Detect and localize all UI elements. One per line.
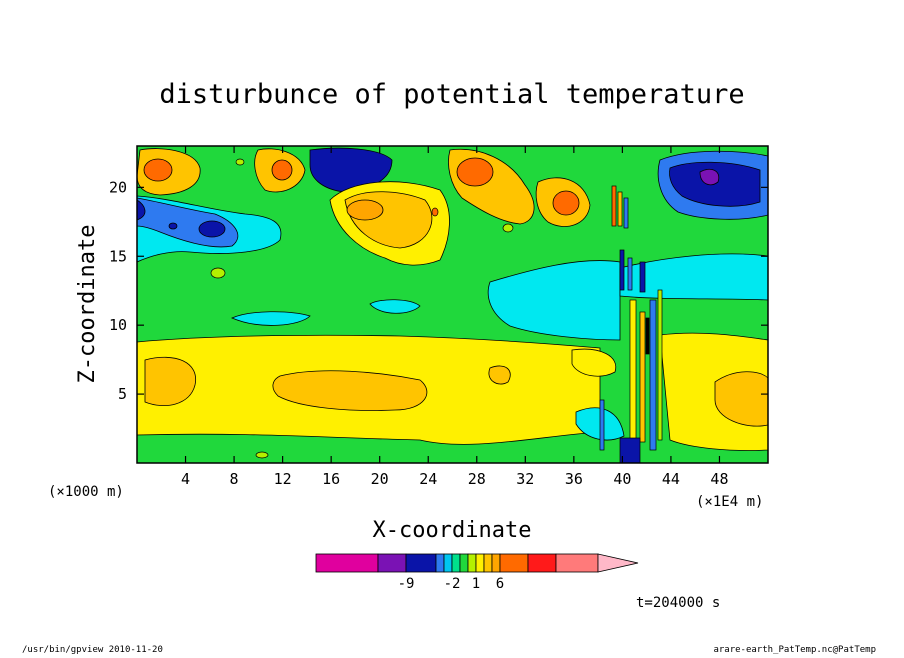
x-tick-label: 48 — [710, 470, 728, 488]
footer-right: arare-earth_PatTemp.nc@PatTemp — [713, 645, 876, 654]
x-tick-label: 28 — [468, 470, 486, 488]
x-tick-label: 40 — [613, 470, 631, 488]
upper-warm-region — [137, 147, 591, 266]
colorbar-segment — [377, 553, 407, 573]
colorbar-segment — [459, 553, 469, 573]
x-tick-label: 20 — [371, 470, 389, 488]
plot-frame — [136, 145, 769, 464]
colorbar-segment — [405, 553, 437, 573]
colorbar-segment — [315, 553, 379, 573]
colorbar-segment — [467, 553, 477, 573]
y-tick-label: 10 — [109, 316, 127, 334]
colorbar-segment — [499, 553, 529, 573]
x-tick-label: 8 — [230, 470, 239, 488]
x-tick-label: 24 — [419, 470, 437, 488]
colorbar-tick-label: 1 — [472, 576, 480, 592]
colorbar: -9 -2 1 6 — [315, 553, 639, 592]
colorbar-extend-arrow — [597, 553, 639, 573]
turbulent-column — [599, 185, 663, 463]
colorbar-segment — [555, 553, 599, 573]
y-axis-ticks: 5 10 15 20 — [109, 178, 768, 403]
x-tick-label: 32 — [516, 470, 534, 488]
colorbar-tick-label: -2 — [444, 576, 461, 592]
x-tick-label: 44 — [662, 470, 680, 488]
y-axis-label: Z-coordinate — [75, 225, 100, 384]
chart-title: disturbunce of potential temperature — [159, 79, 744, 110]
colorbar-segment — [483, 553, 493, 573]
colorbar-tick-label: -9 — [398, 576, 415, 592]
x-tick-label: 12 — [274, 470, 292, 488]
colorbar-segment — [475, 553, 485, 573]
upper-right-cool-region — [657, 150, 768, 220]
x-unit-right: (×1E4 m) — [696, 494, 763, 510]
time-label: t=204000 s — [636, 595, 720, 611]
lower-warm-band — [137, 332, 768, 451]
footer-left: /usr/bin/gpview 2010-11-20 — [22, 645, 163, 654]
x-tick-label: 4 — [181, 470, 190, 488]
colorbar-segment — [443, 553, 453, 573]
colorbar-segment — [491, 553, 501, 573]
y-tick-label: 20 — [109, 178, 127, 196]
x-axis-ticks: 4 8 12 16 20 24 28 32 36 40 44 48 — [181, 146, 728, 488]
colorbar-segment — [451, 553, 461, 573]
colorbar-tick-label: 6 — [496, 576, 504, 592]
colorbar-segment — [435, 553, 445, 573]
x-tick-label: 36 — [565, 470, 583, 488]
colorbar-segment — [527, 553, 557, 573]
upper-left-cool-region — [137, 195, 282, 263]
y-tick-label: 5 — [118, 385, 127, 403]
y-tick-label: 15 — [109, 247, 127, 265]
x-tick-label: 16 — [322, 470, 340, 488]
x-axis-label: X-coordinate — [373, 518, 532, 543]
x-unit-left: (×1000 m) — [48, 484, 124, 500]
plot-area — [137, 146, 768, 463]
minor-features — [210, 158, 514, 459]
